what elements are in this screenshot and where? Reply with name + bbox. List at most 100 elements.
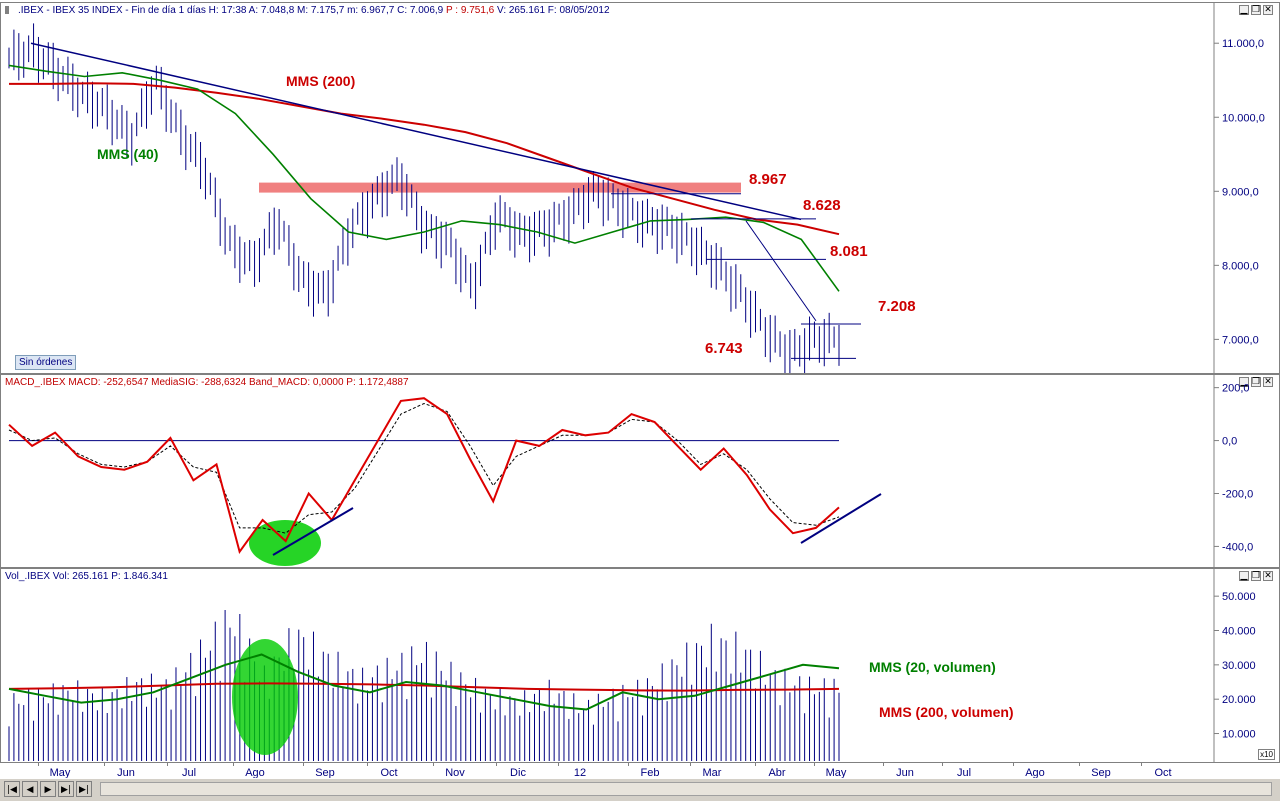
y-tick-label: 9.000,0 xyxy=(1222,186,1259,198)
price-chart[interactable]: 11.000,0 10.000,0 9.000,0 8.000,0 7.000,0 MMS… xyxy=(1,3,1279,373)
restore-button[interactable]: ❐ xyxy=(1251,571,1261,581)
level-label: 8.967 xyxy=(749,171,787,188)
y-tick-label: 40.000 xyxy=(1222,626,1256,638)
level-label: 7.208 xyxy=(878,298,916,315)
y-tick-label: 200,0 xyxy=(1222,383,1250,395)
x-tick-label: Dic xyxy=(510,767,526,779)
restore-button[interactable]: ❐ xyxy=(1251,377,1261,387)
x-tick-label: Ago xyxy=(1025,767,1045,779)
x-tick xyxy=(942,763,943,766)
x-tick xyxy=(628,763,629,766)
level-label: 8.081 xyxy=(830,243,868,260)
y-tick-label: -400,0 xyxy=(1222,541,1253,553)
x-tick-label: May xyxy=(825,767,847,779)
x-tick-label: Jul xyxy=(181,767,197,779)
downtrend-line xyxy=(30,42,802,221)
x-tick-label: Feb xyxy=(640,767,660,779)
y-tick-label: 8.000,0 xyxy=(1222,260,1259,272)
macd-panel-header: MACD_.IBEX MACD: -252,6547 MediaSIG: -28… xyxy=(5,377,409,388)
y-tick-label: 11.000,0 xyxy=(1222,38,1264,50)
y-tick-label: 0,0 xyxy=(1222,436,1237,448)
mms20-volume-line xyxy=(8,653,840,711)
minimize-button[interactable]: ▁ xyxy=(1239,5,1249,15)
x-tick xyxy=(883,763,884,766)
navigation-bar: |◀ ◀ ▶ ▶| ▶| xyxy=(0,778,1280,801)
level-label: 8.628 xyxy=(803,197,841,214)
x-tick xyxy=(38,763,39,766)
macd-line xyxy=(8,397,840,554)
panel-marker-icon xyxy=(5,6,15,14)
x-tick xyxy=(1013,763,1014,766)
first-page-button[interactable]: |◀ xyxy=(4,781,20,797)
sin-ordenes-button[interactable]: Sin órdenes xyxy=(15,355,77,370)
macd-panel: MACD_.IBEX MACD: -252,6547 MediaSIG: -28… xyxy=(0,374,1280,568)
x-tick xyxy=(496,763,497,766)
mms40-label: MMS (40) xyxy=(97,146,158,162)
x-tick-label: Nov xyxy=(445,767,465,779)
level-label: 6.743 xyxy=(705,340,743,357)
restore-button[interactable]: ❐ xyxy=(1251,5,1261,15)
x-tick xyxy=(814,763,815,766)
x-tick xyxy=(167,763,168,766)
y-tick-label: 7.000,0 xyxy=(1222,334,1259,346)
volume-panel-header: Vol_.IBEX Vol: 265.161 P: 1.846.341 xyxy=(5,571,168,582)
x-tick-label: Jun xyxy=(117,767,135,779)
mms200-label: MMS (200) xyxy=(286,73,355,89)
y-tick-label: 10.000 xyxy=(1222,729,1256,741)
scale-note: x10 xyxy=(1258,749,1275,760)
mms40-line xyxy=(8,64,840,292)
horizontal-scrollbar[interactable] xyxy=(100,782,1272,796)
macd-chart[interactable]: 200,0 0,0 -200,0 -400,0 xyxy=(1,375,1279,567)
volume-window-controls: ▁ ❐ ✕ xyxy=(1239,571,1273,581)
mms200-volume-label: MMS (200, volumen) xyxy=(879,704,1014,720)
x-tick xyxy=(104,763,105,766)
x-tick-label: Ago xyxy=(245,767,265,779)
macd-window-controls: ▁ ❐ ✕ xyxy=(1239,377,1273,387)
next-button[interactable]: ▶ xyxy=(40,781,56,797)
x-tick xyxy=(433,763,434,766)
price-window-controls: ▁ ❐ ✕ xyxy=(1239,5,1273,15)
price-header-p: P : 9.751,6 xyxy=(446,5,495,16)
close-button[interactable]: ✕ xyxy=(1263,5,1273,15)
x-tick-label: Sep xyxy=(1091,767,1111,779)
x-tick xyxy=(755,763,756,766)
x-tick-label: May xyxy=(49,767,71,779)
volume-header-text: Vol_.IBEX Vol: 265.161 P: 1.846.341 xyxy=(5,571,168,582)
volume-ellipse xyxy=(232,639,298,755)
x-tick xyxy=(1141,763,1142,766)
divergence-line xyxy=(272,507,354,556)
resistance-band xyxy=(259,182,741,193)
close-button[interactable]: ✕ xyxy=(1263,571,1273,581)
y-tick-label: 10.000,0 xyxy=(1222,112,1265,124)
x-tick-label: Sep xyxy=(315,767,335,779)
mms200-volume-line xyxy=(8,682,840,692)
signal-line xyxy=(8,402,840,534)
x-tick-label: Abr xyxy=(768,767,786,779)
previous-button[interactable]: ◀ xyxy=(22,781,38,797)
macd-header-text: MACD_.IBEX MACD: -252,6547 MediaSIG: -28… xyxy=(5,377,409,388)
x-tick xyxy=(367,763,368,766)
volume-panel: Vol_.IBEX Vol: 265.161 P: 1.846.341 ▁ ❐ … xyxy=(0,568,1280,764)
x-tick-label: Jul xyxy=(956,767,972,779)
y-tick-label: 20.000 xyxy=(1222,694,1256,706)
price-header-tail: V: 265.161 F: 08/05/2012 xyxy=(497,5,610,16)
go-end-button[interactable]: ▶| xyxy=(76,781,92,797)
y-tick-label: 30.000 xyxy=(1222,660,1256,672)
last-page-button[interactable]: ▶| xyxy=(58,781,74,797)
y-tick-label: -200,0 xyxy=(1222,488,1253,500)
volume-chart[interactable]: 50.000 40.000 30.000 20.000 10.000 MMS (20, v… xyxy=(1,569,1279,763)
minimize-button[interactable]: ▁ xyxy=(1239,377,1249,387)
price-panel: .IBEX - IBEX 35 INDEX - Fin de día 1 día… xyxy=(0,2,1280,374)
x-tick-label: Mar xyxy=(702,767,722,779)
divergence-line xyxy=(800,493,882,544)
x-tick-label: 12 xyxy=(573,767,587,779)
x-tick-label: Oct xyxy=(1154,767,1172,779)
price-panel-header: .IBEX - IBEX 35 INDEX - Fin de día 1 día… xyxy=(5,5,610,16)
x-tick-label: Jun xyxy=(896,767,914,779)
close-button[interactable]: ✕ xyxy=(1263,377,1273,387)
price-header-text: .IBEX - IBEX 35 INDEX - Fin de día 1 día… xyxy=(18,5,444,16)
fall-trend-line xyxy=(745,220,817,322)
x-tick xyxy=(233,763,234,766)
minimize-button[interactable]: ▁ xyxy=(1239,571,1249,581)
mms20-volume-label: MMS (20, volumen) xyxy=(869,659,996,675)
